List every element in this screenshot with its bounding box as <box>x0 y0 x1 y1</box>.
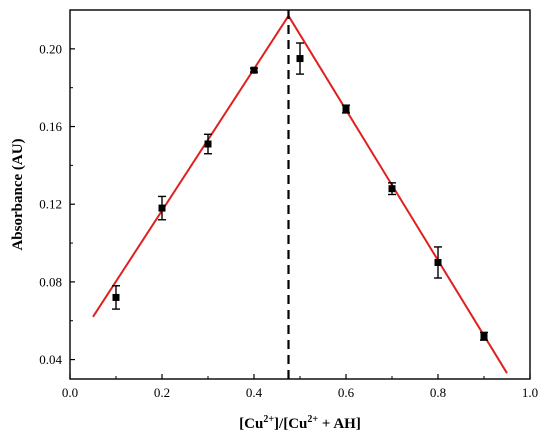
y-tick-label: 0.04 <box>39 352 62 367</box>
x-tick-label: 0.6 <box>338 385 355 400</box>
data-point <box>204 133 212 155</box>
y-tick-label: 0.20 <box>39 41 62 56</box>
data-point <box>480 331 488 341</box>
x-tick-label: 0.0 <box>62 385 78 400</box>
point-marker <box>342 105 350 113</box>
x-tick-label: 0.8 <box>430 385 446 400</box>
data-point <box>434 246 442 279</box>
x-title-sup2: 2+ <box>307 414 318 425</box>
x-tick-label: 0.2 <box>154 385 170 400</box>
point-marker <box>112 293 120 301</box>
data-point <box>342 104 350 114</box>
x-title-middle: ]/[Cu <box>274 416 307 432</box>
data-points <box>112 42 488 341</box>
data-point <box>388 182 396 196</box>
data-point <box>112 285 120 310</box>
fit-line-1 <box>92 15 290 318</box>
data-point <box>250 66 258 74</box>
point-marker <box>158 204 166 212</box>
fit-line-2 <box>287 15 508 374</box>
y-tick-label: 0.12 <box>39 197 62 212</box>
fit-lines <box>92 15 508 374</box>
point-marker <box>204 140 212 148</box>
x-tick-label: 1.0 <box>522 385 538 400</box>
point-marker <box>434 258 442 266</box>
x-axis-ticks: 0.0 0.2 0.4 0.6 0.8 1.0 <box>62 374 538 400</box>
point-marker <box>250 66 258 74</box>
x-title-suffix: + AH] <box>318 416 361 432</box>
y-tick-label: 0.08 <box>39 274 62 289</box>
data-point <box>158 195 166 221</box>
y-tick-label: 0.16 <box>39 119 62 134</box>
point-marker <box>296 55 304 63</box>
data-point <box>296 42 304 75</box>
x-title-sup1: 2+ <box>263 414 274 425</box>
point-marker <box>388 185 396 193</box>
y-axis-ticks: 0.04 0.08 0.12 0.16 0.20 <box>39 41 75 367</box>
x-axis-title: [Cu2+]/[Cu2+ + AH] <box>239 414 361 432</box>
point-marker <box>480 332 488 340</box>
x-title-prefix: [Cu <box>239 416 263 432</box>
x-tick-label: 0.4 <box>246 385 263 400</box>
y-axis-title: Absorbance (AU) <box>10 138 26 250</box>
